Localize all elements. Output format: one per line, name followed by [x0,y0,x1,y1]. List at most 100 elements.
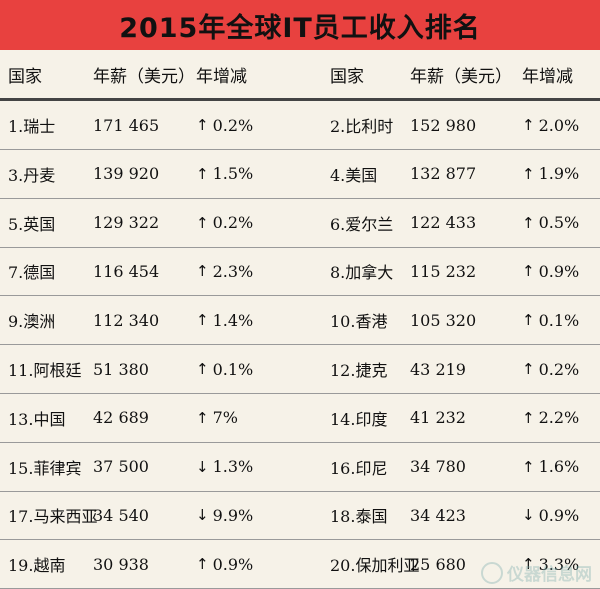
change-value: 1.4% [212,310,254,330]
change-value: 2.0% [538,115,580,135]
header-change-left: 年增减 [196,66,247,87]
table-row: 3.丹麦 139 920 ↑ 1.5% 4.美国 132 877 ↑ 1.9% [0,150,600,199]
arrow-up-icon: ↑ [196,408,209,427]
table-row: 19.越南 30 938 ↑ 0.9% 20.保加利亚 25 680 ↑ 3.3% [0,540,600,589]
change-cell-left: ↓ 1.3% [196,443,253,491]
arrow-up-icon: ↑ [196,116,209,134]
country-cell-left: 15.菲律宾 [8,458,82,478]
arrow-up-icon: ↑ [522,360,535,378]
arrow-up-icon: ↑ [522,164,535,183]
arrow-up-icon: ↑ [196,164,209,183]
change-value: 3.3% [538,554,580,574]
change-cell-right: ↑ 1.6% [522,443,579,491]
header-country-left: 国家 [8,66,42,87]
title-banner: 2015年全球IT员工收入排名 [0,0,600,50]
change-value: 0.2% [212,115,254,135]
country-cell-left: 7.德国 [8,263,56,283]
change-value: 0.1% [212,359,254,379]
change-value: 0.9% [212,554,254,574]
country-cell-right: 6.爱尔兰 [330,214,394,234]
change-cell-left: ↑ 0.2% [196,199,253,247]
change-cell-left: ↑ 1.5% [196,150,253,198]
header-salary-right: 年薪（美元） [410,66,512,87]
change-cell-right: ↑ 0.1% [522,296,579,344]
header-change-right: 年增减 [522,66,573,87]
country-cell-right: 20.保加利亚 [330,556,420,576]
page-title: 2015年全球IT员工收入排名 [119,12,481,44]
arrow-up-icon: ↑ [522,262,535,281]
change-cell-left: ↓ 9.9% [196,491,253,539]
table-row: 9.澳洲 112 340 ↑ 1.4% 10.香港 105 320 ↑ 0.1% [0,296,600,346]
change-value: 0.2% [212,213,254,233]
table-row: 1.瑞士 171 465 ↑ 0.2% 2.比利时 152 980 ↑ 2.0% [0,101,600,150]
country-cell-right: 16.印尼 [330,458,388,478]
table-row: 5.英国 129 322 ↑ 0.2% 6.爱尔兰 122 433 ↑ 0.5% [0,199,600,248]
salary-cell-left: 42 689 [93,408,149,428]
change-value: 0.5% [538,213,580,233]
salary-cell-left: 139 920 [93,164,160,184]
arrow-up-icon: ↑ [522,408,535,427]
change-cell-left: ↑ 1.4% [196,296,253,344]
arrow-down-icon: ↓ [522,506,535,525]
change-cell-right: ↑ 0.9% [522,247,579,295]
table-row: 15.菲律宾 37 500 ↓ 1.3% 16.印尼 34 780 ↑ 1.6% [0,443,600,492]
country-cell-left: 9.澳洲 [8,312,56,332]
change-cell-right: ↑ 2.0% [522,101,579,149]
table-row: 7.德国 116 454 ↑ 2.3% 8.加拿大 115 232 ↑ 0.9% [0,247,600,297]
table-header: 国家 年薪（美元） 年增减 国家 年薪（美元） 年增减 [0,50,600,101]
change-cell-left: ↑ 2.3% [196,247,253,295]
change-value: 2.3% [212,261,254,281]
country-cell-left: 11.阿根廷 [8,361,82,380]
change-value: 1.5% [212,164,254,184]
change-cell-left: ↑ 0.2% [196,101,253,149]
salary-cell-right: 122 433 [410,213,477,233]
arrow-up-icon: ↑ [196,262,209,281]
country-cell-left: 1.瑞士 [8,117,56,136]
arrow-up-icon: ↑ [196,311,209,330]
change-cell-right: ↑ 2.2% [522,394,579,442]
country-cell-right: 18.泰国 [330,507,388,527]
change-cell-right: ↓ 0.9% [522,491,579,539]
country-cell-right: 4.美国 [330,165,378,185]
arrow-down-icon: ↓ [196,506,209,525]
change-value: 1.3% [212,457,254,477]
country-cell-left: 19.越南 [8,556,66,576]
change-value: 0.9% [538,505,580,525]
header-country-right: 国家 [330,66,364,87]
country-cell-right: 14.印度 [330,409,388,429]
arrow-up-icon: ↑ [522,555,535,574]
change-value: 1.6% [538,457,580,477]
country-cell-right: 10.香港 [330,312,388,332]
change-value: 0.9% [538,261,580,281]
table-row: 11.阿根廷 51 380 ↑ 0.1% 12.捷克 43 219 ↑ 0.2% [0,345,600,394]
change-cell-right: ↑ 0.5% [522,199,579,247]
salary-cell-left: 171 465 [93,115,160,135]
change-cell-right: ↑ 0.2% [522,345,579,393]
arrow-down-icon: ↓ [196,457,209,476]
country-cell-left: 13.中国 [8,409,66,429]
change-value: 1.9% [538,164,580,184]
salary-cell-left: 129 322 [93,213,160,233]
salary-cell-right: 41 232 [410,408,466,428]
change-value: 2.2% [538,408,580,428]
salary-cell-left: 30 938 [93,554,149,574]
change-cell-left: ↑ 0.9% [196,540,253,588]
salary-cell-right: 34 780 [410,457,466,477]
salary-cell-left: 51 380 [93,359,149,379]
arrow-up-icon: ↑ [196,213,209,232]
arrow-up-icon: ↑ [522,116,535,134]
change-cell-left: ↑ 0.1% [196,345,253,393]
country-cell-right: 8.加拿大 [330,263,394,283]
table-row: 13.中国 42 689 ↑ 7% 14.印度 41 232 ↑ 2.2% [0,394,600,443]
salary-cell-right: 34 423 [410,505,466,525]
salary-cell-right: 105 320 [410,310,477,330]
header-salary-left: 年薪（美元） [93,66,195,87]
country-cell-left: 5.英国 [8,214,56,234]
arrow-up-icon: ↑ [522,213,535,232]
country-cell-left: 17.马来西亚 [8,507,98,527]
salary-cell-right: 115 232 [410,261,477,281]
change-cell-right: ↑ 1.9% [522,150,579,198]
salary-cell-left: 116 454 [93,261,160,281]
arrow-up-icon: ↑ [522,311,535,330]
change-value: 0.1% [538,310,580,330]
